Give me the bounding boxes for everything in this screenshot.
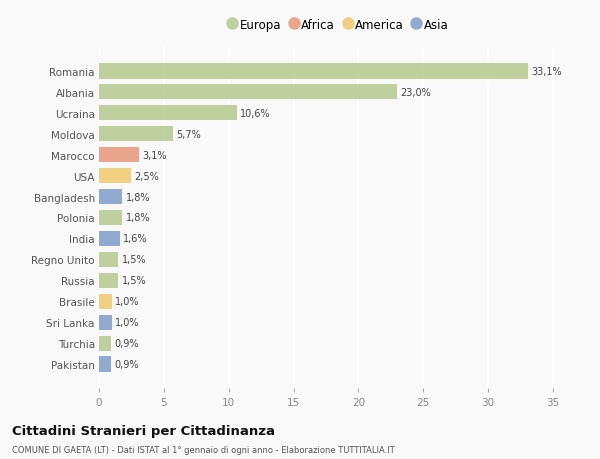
Text: 33,1%: 33,1% bbox=[532, 67, 562, 77]
Text: 1,5%: 1,5% bbox=[122, 276, 146, 286]
Text: 1,0%: 1,0% bbox=[115, 297, 140, 307]
Text: 23,0%: 23,0% bbox=[401, 87, 431, 97]
Bar bbox=[99, 168, 131, 184]
Bar bbox=[99, 210, 122, 226]
Text: COMUNE DI GAETA (LT) - Dati ISTAT al 1° gennaio di ogni anno - Elaborazione TUTT: COMUNE DI GAETA (LT) - Dati ISTAT al 1° … bbox=[12, 445, 395, 454]
Text: 1,6%: 1,6% bbox=[123, 234, 148, 244]
Text: 0,9%: 0,9% bbox=[114, 359, 139, 369]
Bar bbox=[99, 294, 112, 310]
Text: 0,9%: 0,9% bbox=[114, 339, 139, 349]
Bar bbox=[99, 147, 139, 163]
Bar bbox=[99, 252, 118, 268]
Bar bbox=[99, 273, 118, 289]
Text: 1,8%: 1,8% bbox=[125, 213, 150, 223]
Bar bbox=[99, 315, 112, 330]
Bar bbox=[99, 64, 529, 79]
Bar bbox=[99, 126, 173, 142]
Bar bbox=[99, 84, 397, 100]
Text: 1,8%: 1,8% bbox=[125, 192, 150, 202]
Bar bbox=[99, 106, 236, 121]
Text: 5,7%: 5,7% bbox=[176, 129, 201, 139]
Bar bbox=[99, 357, 110, 372]
Text: 3,1%: 3,1% bbox=[142, 150, 167, 160]
Text: Cittadini Stranieri per Cittadinanza: Cittadini Stranieri per Cittadinanza bbox=[12, 425, 275, 437]
Text: 1,0%: 1,0% bbox=[115, 318, 140, 328]
Bar bbox=[99, 231, 120, 247]
Text: 1,5%: 1,5% bbox=[122, 255, 146, 265]
Text: 2,5%: 2,5% bbox=[134, 171, 160, 181]
Bar bbox=[99, 336, 110, 352]
Legend: Europa, Africa, America, Asia: Europa, Africa, America, Asia bbox=[227, 17, 451, 34]
Text: 10,6%: 10,6% bbox=[240, 108, 271, 118]
Bar bbox=[99, 189, 122, 205]
